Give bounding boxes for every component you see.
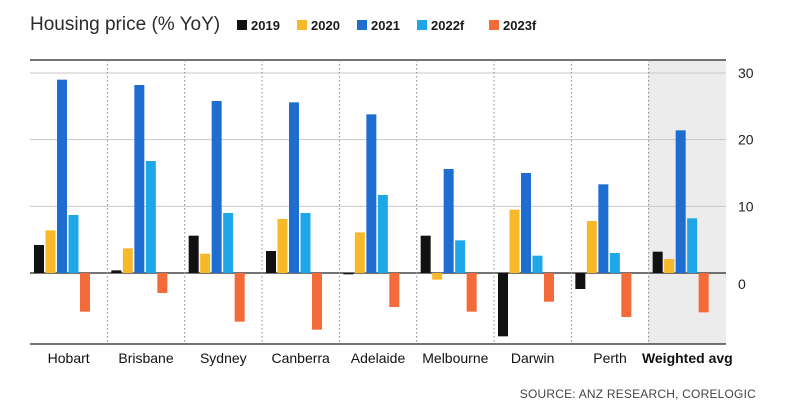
bar-melbourne-2023f <box>466 273 477 312</box>
bar-adelaide-2020 <box>354 232 365 273</box>
bar-canberra-2022f <box>300 213 311 273</box>
highlight-band <box>648 60 726 344</box>
legend-label-2021: 2021 <box>371 18 400 33</box>
category-label-perth: Perth <box>593 350 626 366</box>
bar-hobart-2020 <box>45 230 56 273</box>
bar-brisbane-2023f <box>157 273 168 293</box>
bar-weighted-avg-2023f <box>698 273 709 313</box>
bar-sydney-2022f <box>223 213 234 273</box>
bar-brisbane-2022f <box>145 161 156 273</box>
bar-brisbane-2020 <box>122 248 133 273</box>
chart-title: Housing price (% YoY) <box>30 14 220 35</box>
bar-weighted-avg-2022f <box>687 218 698 273</box>
y-tick-0: 0 <box>738 276 746 292</box>
legend: 2019 2020 2021 2022f 2023f <box>237 18 537 33</box>
bar-hobart-2022f <box>68 215 79 273</box>
bar-adelaide-2021 <box>366 114 377 273</box>
legend-swatch-2023f <box>489 20 499 30</box>
bar-melbourne-2022f <box>455 240 466 273</box>
bar-perth-2020 <box>586 221 597 273</box>
source-note: SOURCE: ANZ RESEARCH, CORELOGIC <box>520 387 756 401</box>
bar-adelaide-2019 <box>343 273 354 275</box>
bar-sydney-2019 <box>188 235 199 273</box>
legend-swatch-2020 <box>297 20 307 30</box>
category-label-melbourne: Melbourne <box>422 350 488 366</box>
bar-darwin-2020 <box>509 209 520 273</box>
legend-swatch-2021 <box>357 20 367 30</box>
bar-melbourne-2021 <box>443 169 454 273</box>
legend-label-2020: 2020 <box>311 18 340 33</box>
category-label-canberra: Canberra <box>271 350 330 366</box>
bar-adelaide-2022f <box>377 195 388 273</box>
legend-label-2023f: 2023f <box>503 18 537 33</box>
bar-darwin-2021 <box>521 173 531 273</box>
bar-perth-2021 <box>598 184 609 273</box>
category-label-adelaide: Adelaide <box>351 350 406 366</box>
category-labels: Hobart Brisbane Sydney Canberra Adelaide Melb… <box>48 350 733 366</box>
legend-swatch-2019 <box>237 20 247 30</box>
bar-sydney-2020 <box>200 253 211 273</box>
category-dividers <box>106 60 650 344</box>
bar-darwin-2022f <box>532 255 543 273</box>
bar-hobart-2019 <box>34 245 44 273</box>
bar-melbourne-2020 <box>432 273 443 280</box>
bar-sydney-2021 <box>211 101 222 273</box>
bar-weighted-avg-2021 <box>675 130 686 273</box>
bar-adelaide-2023f <box>389 273 400 307</box>
bar-sydney-2023f <box>234 273 245 322</box>
y-tick-20: 20 <box>738 132 754 148</box>
category-label-sydney: Sydney <box>200 350 247 366</box>
bar-canberra-2021 <box>289 102 299 273</box>
bar-melbourne-2019 <box>420 235 431 273</box>
bar-canberra-2020 <box>277 219 288 273</box>
bar-perth-2023f <box>621 273 632 317</box>
legend-label-2019: 2019 <box>251 18 280 33</box>
bar-hobart-2023f <box>80 273 90 312</box>
category-label-brisbane: Brisbane <box>118 350 173 366</box>
bar-weighted-avg-2020 <box>664 259 675 273</box>
legend-swatch-2022f <box>417 20 427 30</box>
bar-brisbane-2021 <box>134 85 145 273</box>
bar-brisbane-2019 <box>111 270 122 273</box>
category-label-darwin: Darwin <box>511 350 555 366</box>
y-tick-10: 10 <box>738 198 754 214</box>
category-label-hobart: Hobart <box>48 350 90 366</box>
bar-darwin-2019 <box>498 273 508 337</box>
bar-hobart-2021 <box>57 79 67 274</box>
bar-weighted-avg-2019 <box>652 251 663 273</box>
bar-canberra-2019 <box>266 251 276 273</box>
y-tick-labels: 30 20 10 0 <box>738 65 754 292</box>
legend-label-2022f: 2022f <box>431 18 465 33</box>
bar-perth-2022f <box>609 253 620 273</box>
bar-canberra-2023f <box>312 273 322 330</box>
category-label-weighted-avg: Weighted avg <box>642 350 733 366</box>
bar-perth-2019 <box>575 273 586 289</box>
bar-darwin-2023f <box>544 273 554 302</box>
y-tick-30: 30 <box>738 65 754 81</box>
bars <box>34 79 709 337</box>
